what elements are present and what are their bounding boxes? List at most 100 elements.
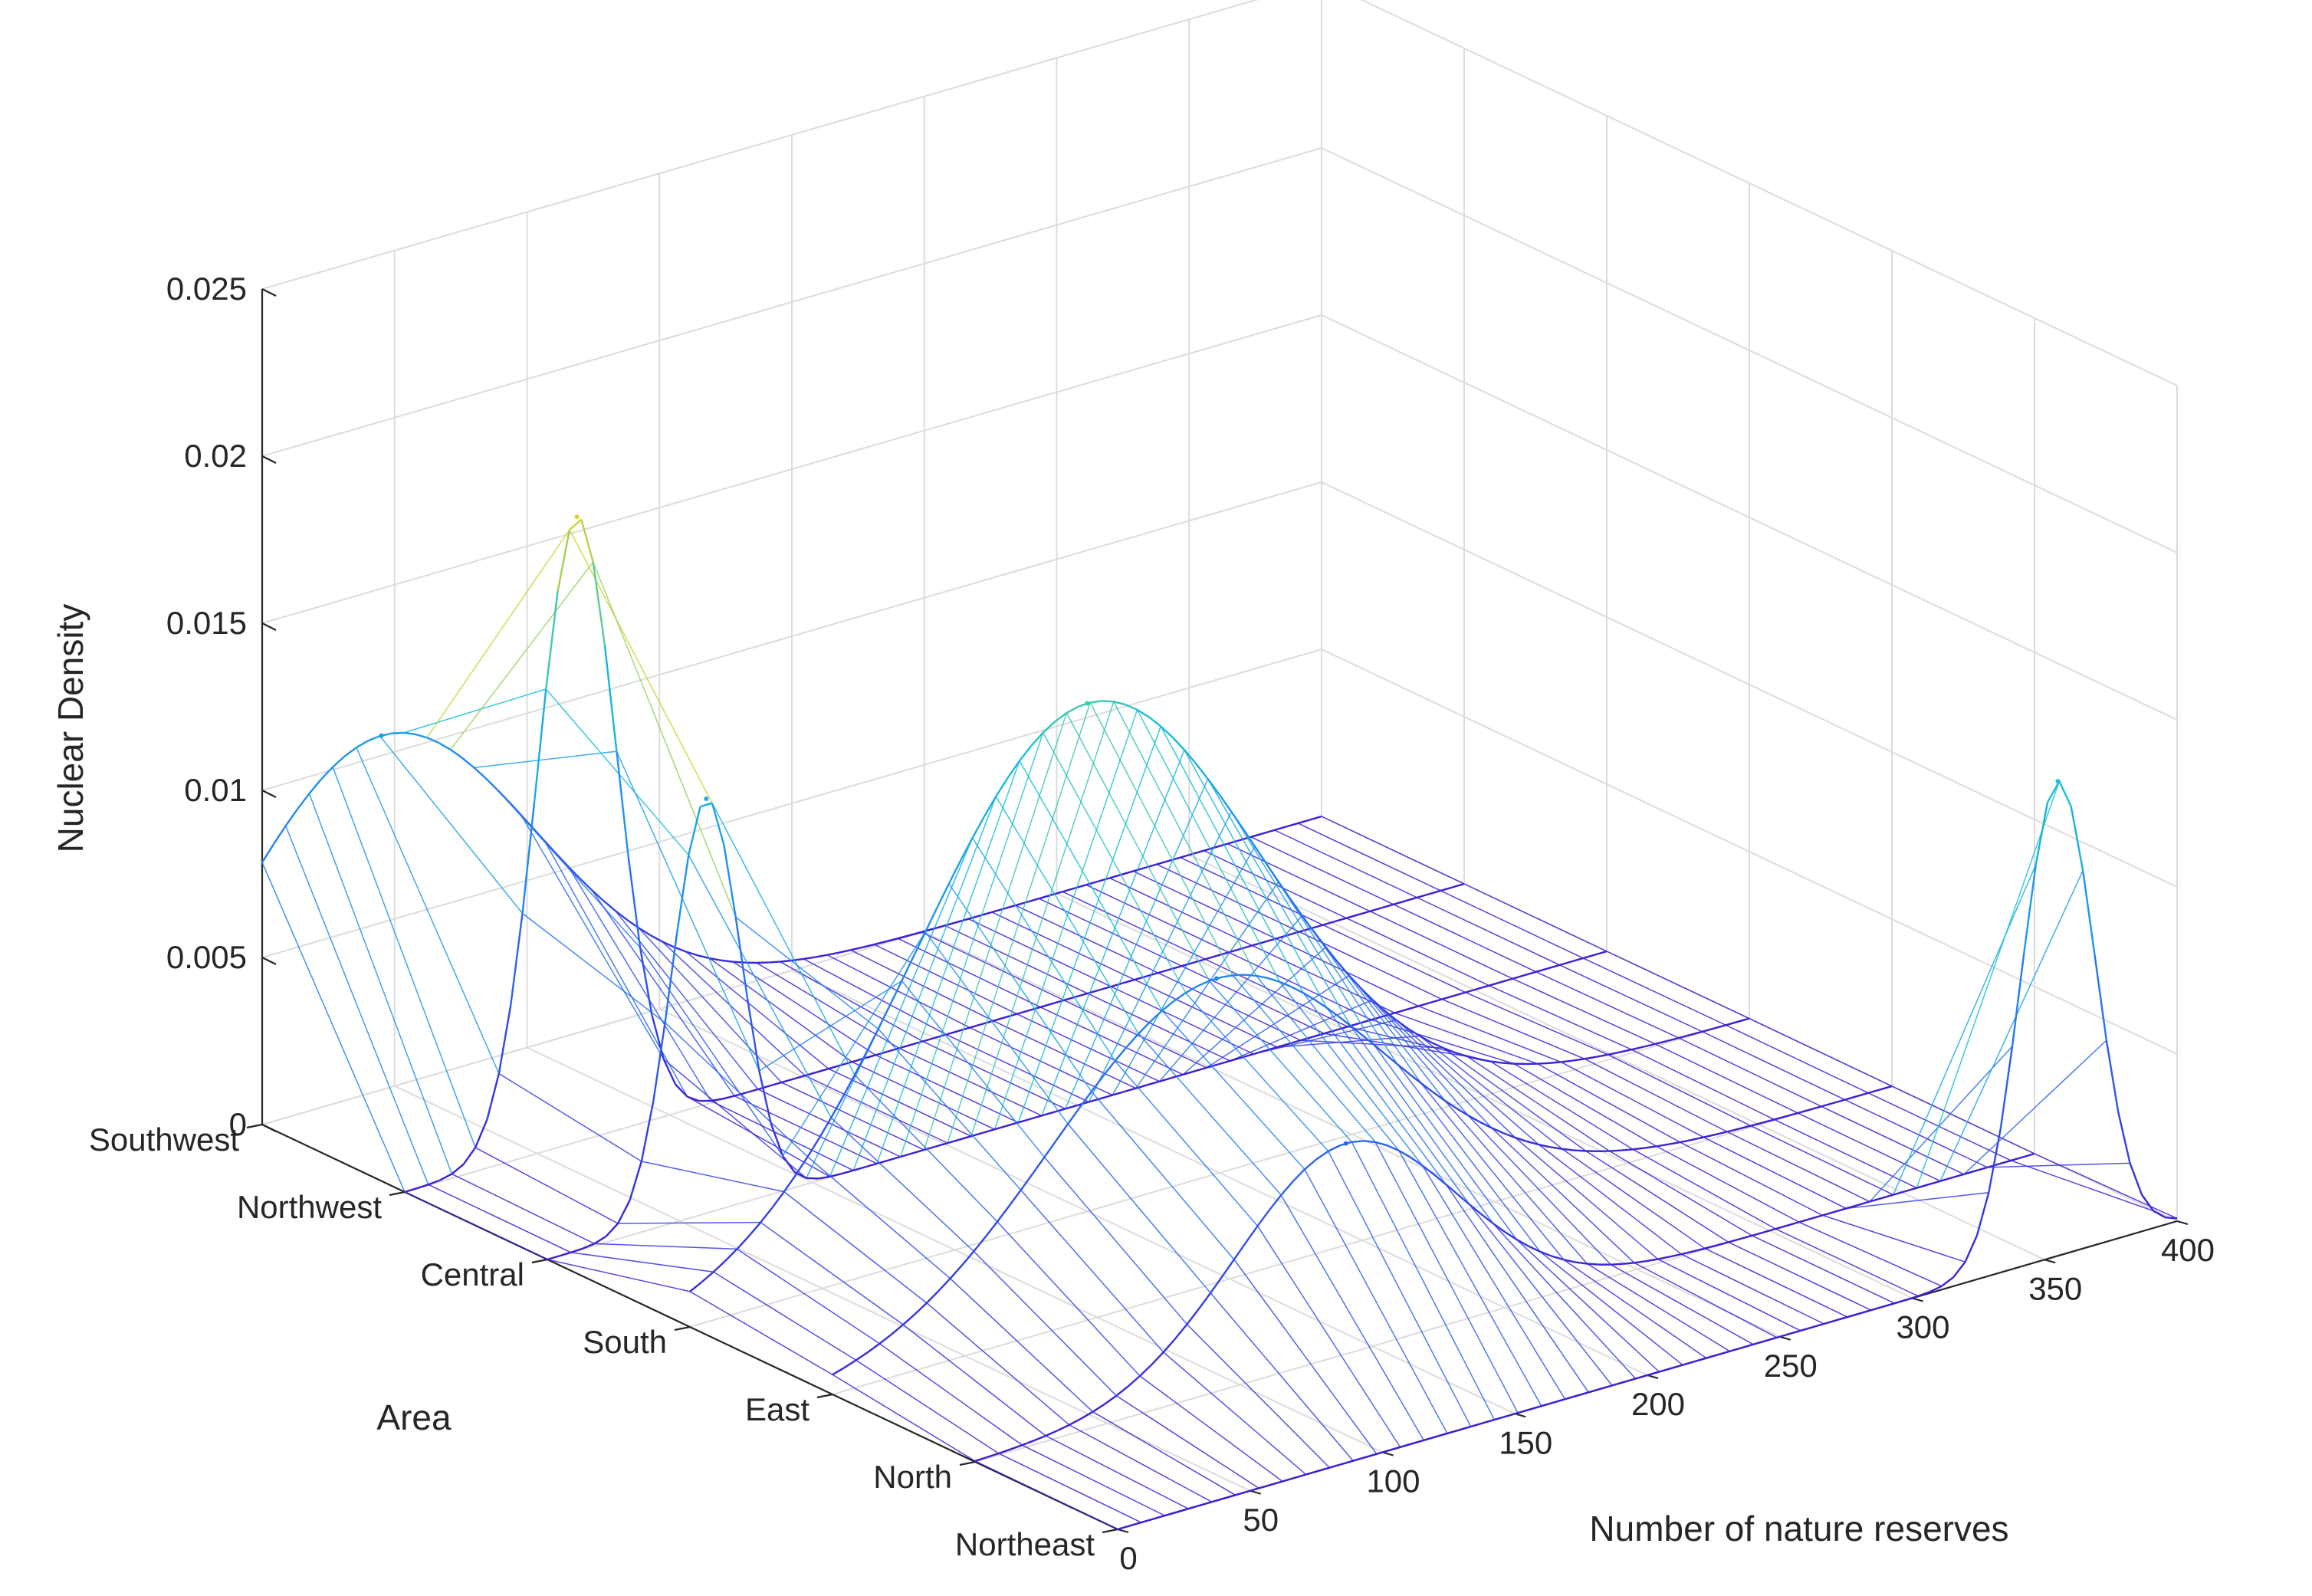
surface-mesh-line <box>1092 1411 1236 1496</box>
surface-edge <box>888 1155 901 1161</box>
surface-edge <box>1195 763 1209 780</box>
surface-edge <box>1822 1210 1835 1217</box>
surface-mesh-line <box>1112 846 1256 1095</box>
surface-mesh-line <box>1537 1063 1680 1143</box>
surface-edge <box>1430 1041 1444 1049</box>
surface-mesh-line <box>758 980 902 1072</box>
surface-edge <box>1835 1315 1848 1322</box>
x-tick-mark <box>1117 1528 1129 1534</box>
surface-edge <box>1631 1046 1644 1051</box>
surface-edge <box>1145 863 1158 869</box>
surface-mesh-line <box>1631 1049 1775 1121</box>
surface-mesh-line <box>1489 984 1632 1050</box>
surface-edge <box>1765 1336 1778 1342</box>
x-tick-label: 100 <box>1366 1463 1420 1499</box>
surface-edge <box>1458 1425 1472 1431</box>
back-wall-gridline <box>261 481 1322 791</box>
surface-series-southwest <box>261 529 1465 1193</box>
surface-edge <box>1041 1111 1054 1117</box>
surface-edge <box>1619 1049 1632 1053</box>
surface-mesh-line <box>1135 881 1279 1089</box>
surface-edge <box>1453 991 1466 997</box>
surface-mesh-line <box>1039 898 1182 967</box>
surface-edge <box>815 954 828 958</box>
surface-edge <box>1138 1020 1151 1035</box>
surface-edge <box>1775 1224 1788 1230</box>
surface-mesh-line <box>993 1020 1137 1089</box>
surface-edge <box>1443 1099 1457 1109</box>
surface-edge <box>1502 1062 1514 1065</box>
surface-edge <box>2022 1152 2035 1158</box>
surface-mesh-line <box>1297 823 1441 892</box>
surface-mesh-line <box>428 1184 572 1253</box>
surface-edge <box>1104 1394 1117 1405</box>
surface-edge <box>1395 1019 1409 1030</box>
surface-mesh-line <box>1207 778 1351 1026</box>
surface-edge <box>2010 1156 2023 1162</box>
surface-edge <box>1456 1107 1469 1117</box>
surface-edge <box>974 1456 987 1463</box>
area-tick-label: Northeast <box>955 1526 1095 1562</box>
surface-edge <box>1552 1255 1565 1261</box>
y-axis-title: Area <box>376 1397 452 1437</box>
surface-mesh-line <box>1204 849 1347 919</box>
surface-edge <box>902 1313 916 1325</box>
surface-mesh-line <box>1463 883 1608 952</box>
surface-edge <box>627 857 642 948</box>
surface-edge <box>1110 982 1124 988</box>
surface-edge <box>404 1187 417 1194</box>
surface-edge <box>1524 970 1537 977</box>
surface-edge <box>497 789 511 803</box>
surface-edge <box>1611 1263 1623 1266</box>
surface-edge <box>1517 1408 1530 1414</box>
surface-mesh-line <box>1465 991 1609 1056</box>
surface-mesh-line <box>662 941 806 1076</box>
surface-edge <box>828 1064 841 1070</box>
surface-edge <box>1185 985 1198 994</box>
surface-edge <box>1276 1043 1289 1049</box>
surface-mesh-line <box>404 1191 548 1260</box>
floor-gridline <box>689 1018 1750 1328</box>
x-tick-mark <box>1514 1413 1526 1418</box>
surface-mesh-line <box>569 529 713 804</box>
surface-edge <box>1423 1436 1436 1442</box>
surface-edge <box>1528 1245 1541 1253</box>
surface-mesh-line <box>2034 1153 2178 1220</box>
surface-edge <box>1030 731 1044 747</box>
surface-edge <box>711 1098 723 1102</box>
x-tick-label: 50 <box>1243 1502 1279 1538</box>
surface-edge <box>1798 1217 1811 1223</box>
surface-mesh-line <box>1371 1019 1515 1065</box>
surface-edge <box>1311 924 1324 930</box>
surface-edge <box>675 855 690 934</box>
surface-mesh-line <box>899 732 1044 1158</box>
x-tick-mark <box>1912 1297 1923 1302</box>
surface-edge <box>1092 1403 1105 1413</box>
surface-edge <box>1162 1338 1176 1353</box>
surface-mesh-line <box>1088 811 1233 1102</box>
surface-mesh-line <box>356 747 500 1074</box>
surface-mesh-line <box>760 1222 904 1325</box>
surface-edge <box>1559 961 1572 967</box>
surface-edge <box>1594 950 1608 956</box>
surface-edge <box>1608 1051 1621 1056</box>
surface-edge <box>1233 1242 1247 1260</box>
surface-edge <box>2058 780 2072 807</box>
surface-edge <box>1019 745 1033 762</box>
surface-edge <box>924 907 938 933</box>
surface-edge <box>1565 1394 1578 1401</box>
surface-edge <box>1691 1136 1704 1141</box>
surface-edge <box>1715 1131 1728 1136</box>
surface-mesh-line <box>689 1291 833 1375</box>
surface-edge <box>1466 1055 1479 1060</box>
surface-edge <box>826 951 839 956</box>
surface-edge <box>1253 1049 1266 1056</box>
surface-edge <box>1388 1446 1401 1452</box>
surface-mesh-line <box>547 1259 691 1292</box>
surface-edge <box>947 859 962 885</box>
back-wall-gridline <box>261 649 1322 958</box>
surface-edge <box>1667 1036 1680 1043</box>
surface-mesh-line <box>807 1156 951 1279</box>
surface-mesh-line <box>1139 1375 1283 1483</box>
surface-mesh-line <box>639 947 783 1157</box>
